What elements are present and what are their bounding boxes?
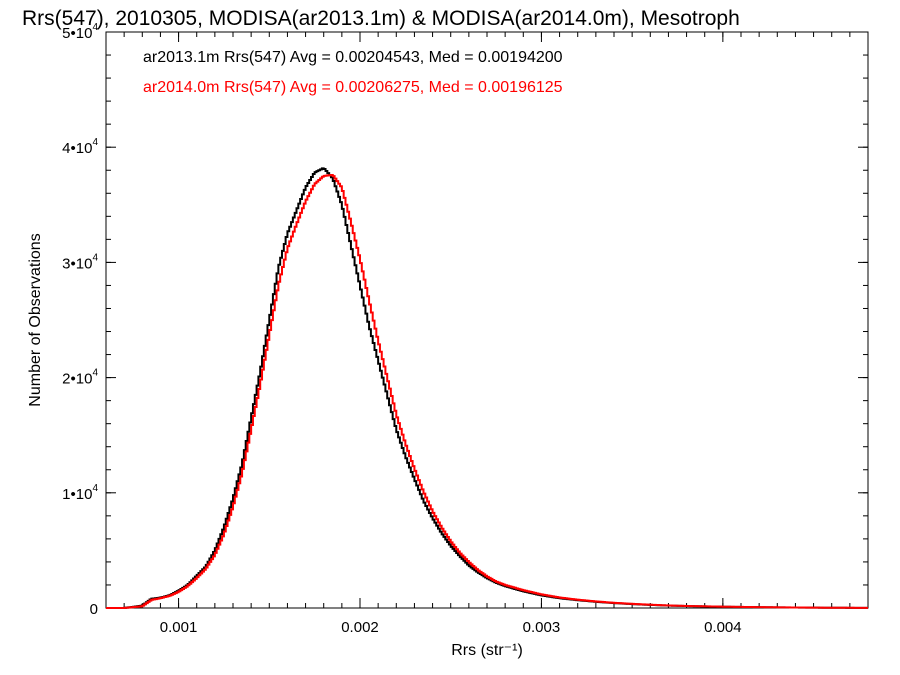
x-tick-label: 0.004 <box>704 619 742 636</box>
chart-title: Rrs(547), 2010305, MODISA(ar2013.1m) & M… <box>22 7 740 30</box>
legend-entry-ar2014: ar2014.0m Rrs(547) Avg = 0.00206275, Med… <box>143 79 563 96</box>
x-axis-label: Rrs (str⁻¹) <box>451 642 523 659</box>
x-tick-label: 0.003 <box>523 619 561 636</box>
y-axis-label: Number of Observations <box>27 233 44 406</box>
y-tick-label: 2•104 <box>62 368 98 388</box>
y-tick-label: 1•104 <box>62 483 98 503</box>
x-tick-label: 0.002 <box>341 619 379 636</box>
y-tick-label: 4•104 <box>62 137 98 157</box>
x-tick-label: 0.001 <box>160 619 198 636</box>
series-line-ar2014 <box>106 173 868 609</box>
legend-entry-ar2013: ar2013.1m Rrs(547) Avg = 0.00204543, Med… <box>143 49 563 66</box>
x-axis: 0.001 0.002 0.003 0.004 <box>105 32 869 636</box>
y-axis: 0 1•104 2•104 3•104 4•104 5•104 <box>62 22 868 618</box>
plot-frame <box>105 31 869 609</box>
series-layer <box>106 167 868 609</box>
y-tick-label: 3•104 <box>62 252 98 272</box>
y-tick-label: 5•104 <box>62 22 98 42</box>
y-tick-label: 0 <box>90 601 98 618</box>
